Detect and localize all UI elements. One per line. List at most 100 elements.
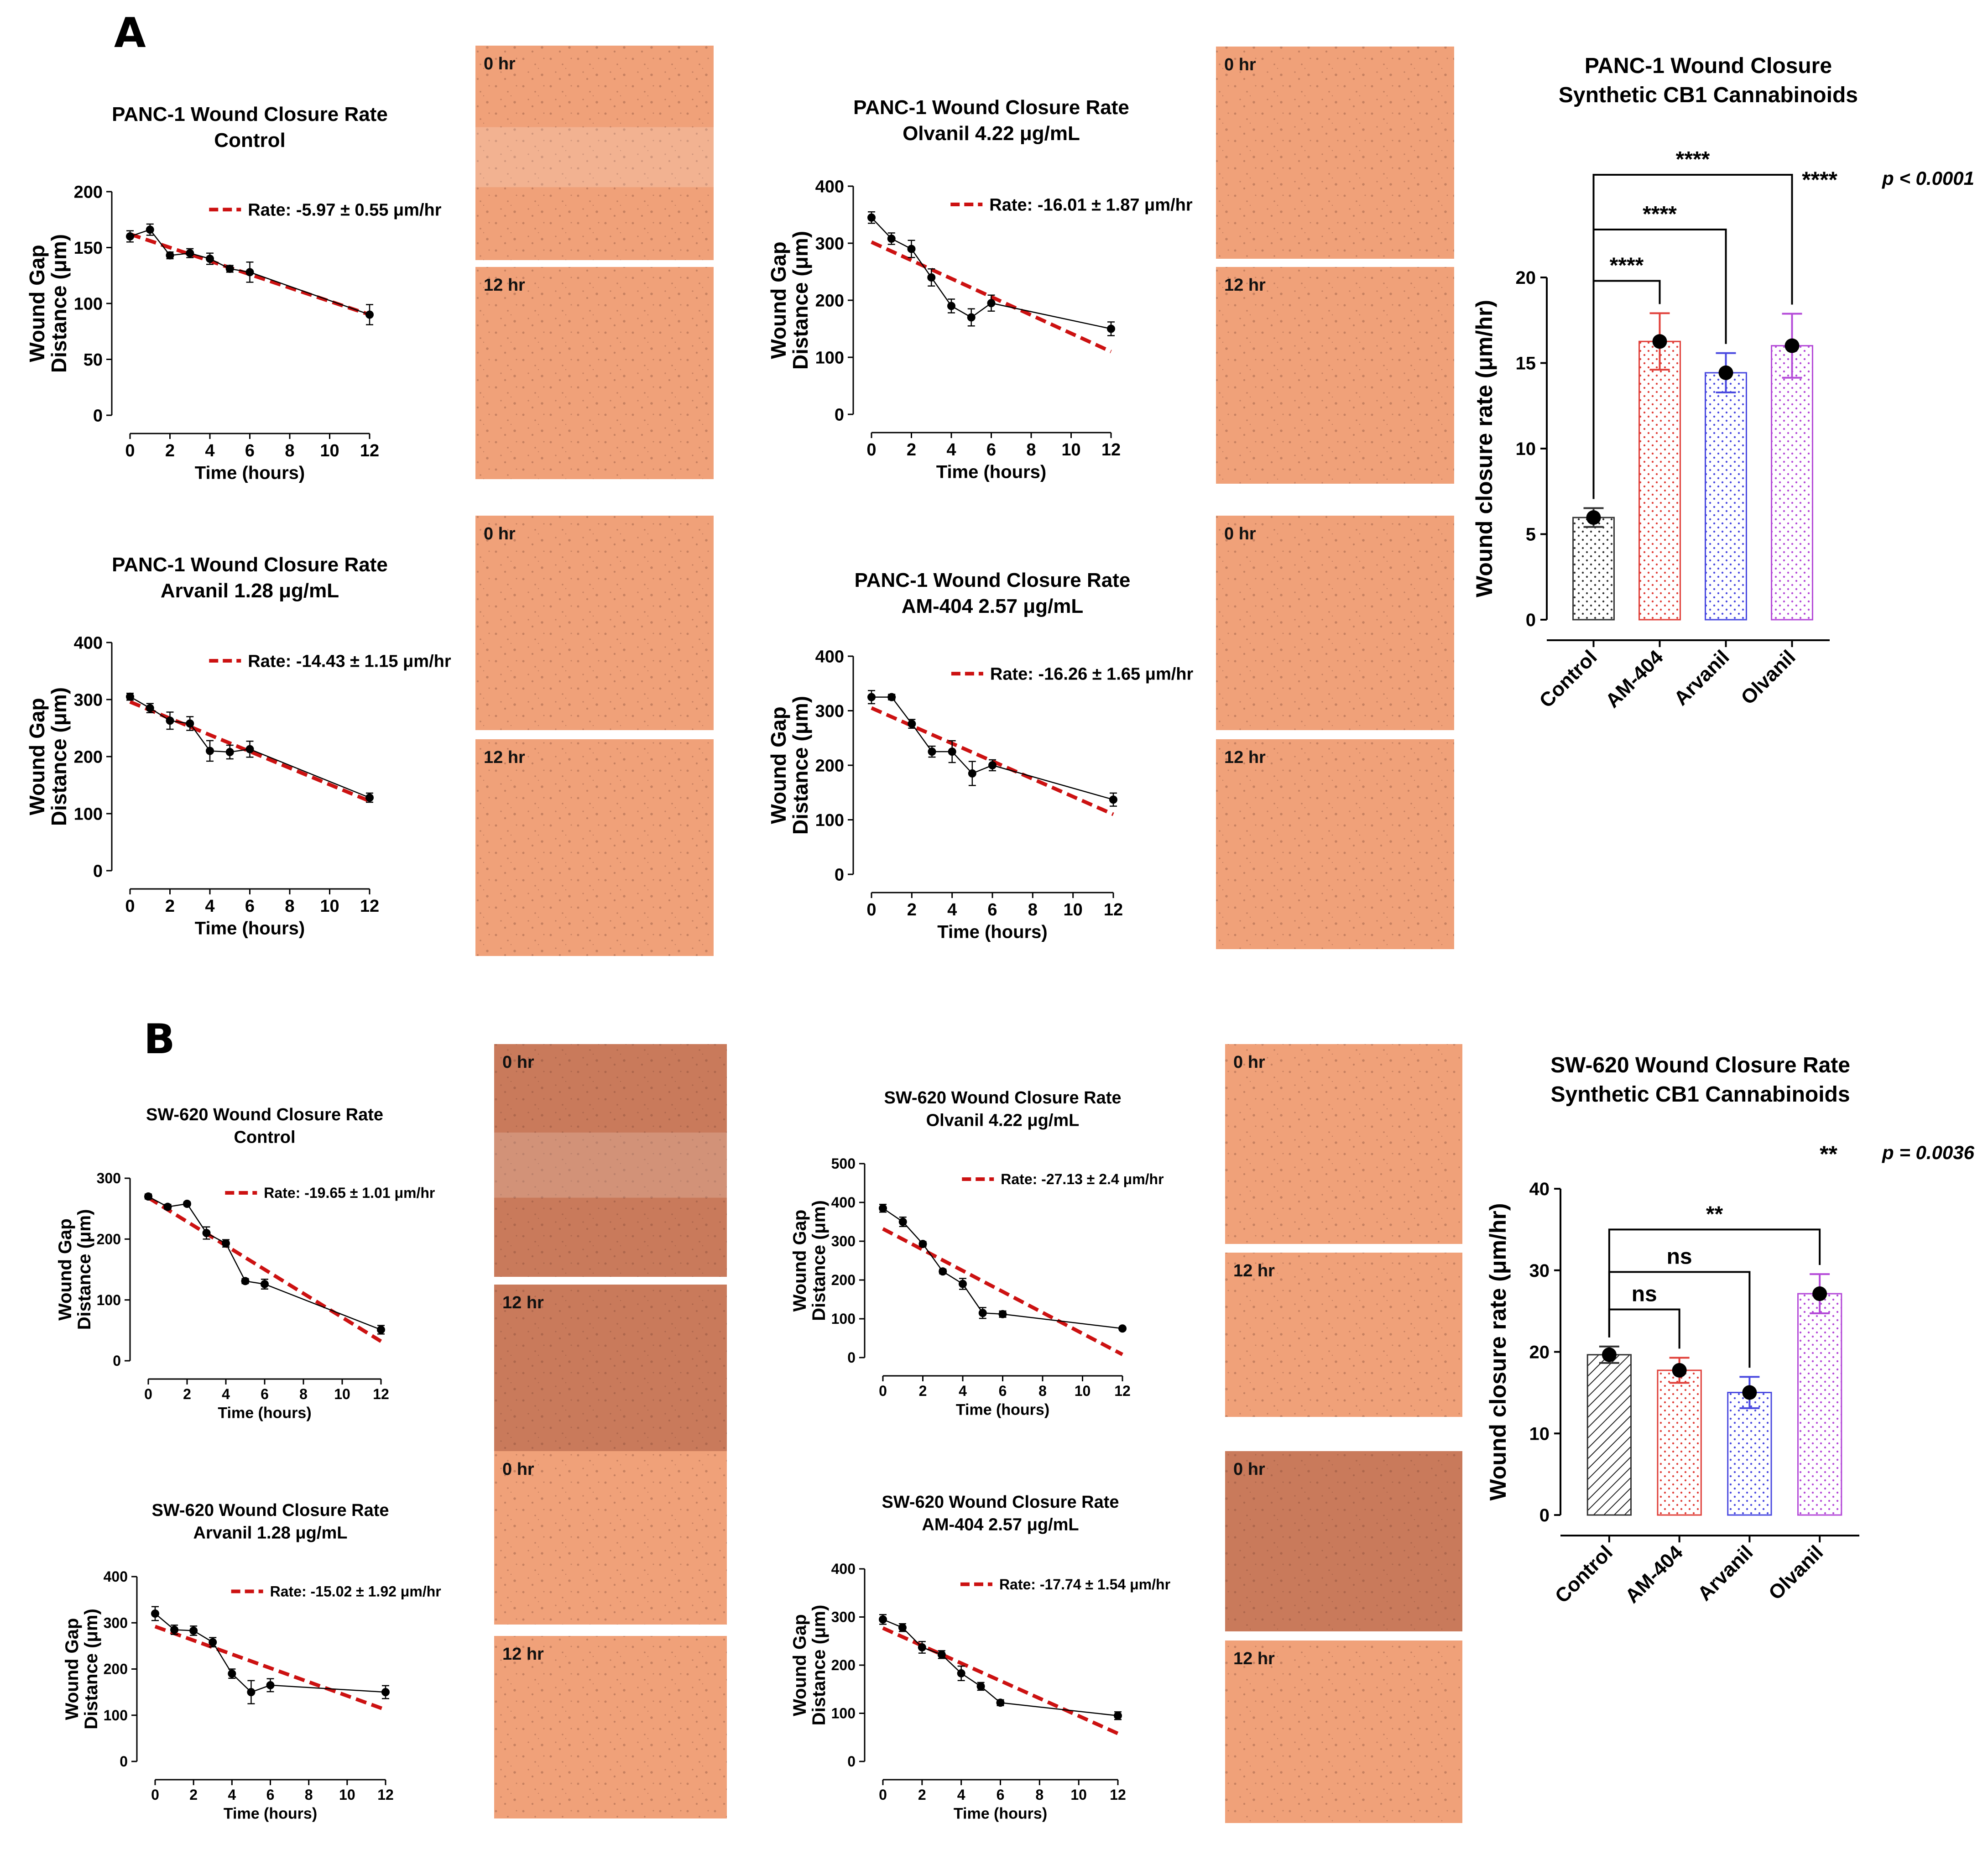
chart-subtitle: AM-404 2.57 μg/mL [922, 1515, 1079, 1534]
micrograph-texture [494, 1044, 727, 1277]
data-point [183, 1200, 191, 1208]
y-tick-label: 40 [1529, 1179, 1550, 1199]
micrograph-6: 12 hr [475, 739, 714, 956]
chart-title: SW-620 Wound Closure Rate [1550, 1053, 1850, 1077]
micrograph-3: 0 hr [1216, 47, 1454, 259]
x-axis-label: Time (hours) [937, 922, 1048, 942]
micrograph-texture [494, 1636, 727, 1818]
y-axis-label-line1: Wound Gap [62, 1618, 82, 1720]
micrograph-13: 0 hr [494, 1451, 727, 1625]
mean-point [1602, 1347, 1617, 1362]
y-tick-label: 300 [104, 1614, 128, 1631]
chart-panc-bar: PANC-1 Wound Closure Synthetic CB1 Cannab… [1471, 54, 1974, 712]
p-value-note: p < 0.0001 [1882, 167, 1974, 189]
x-tick-label: 2 [907, 440, 916, 460]
y-tick-label: 200 [815, 291, 844, 310]
micrograph-11: 0 hr [1225, 1044, 1462, 1244]
micrograph-texture [1225, 1044, 1462, 1244]
bar-am-404 [1657, 1369, 1702, 1516]
y-tick-label: 500 [831, 1155, 856, 1172]
data-point [959, 1280, 967, 1288]
chart-subtitle: Arvanil 1.28 μg/mL [193, 1523, 348, 1542]
micrograph-texture [494, 1451, 727, 1625]
chart-subtitle: Control [234, 1128, 295, 1147]
data-point [222, 1239, 230, 1248]
data-point [146, 704, 154, 712]
x-tick-label: 2 [907, 900, 917, 920]
x-tick-label: Olvanil [1764, 1541, 1827, 1604]
y-axis-label: Wound closure rate (μm/hr) [1471, 300, 1497, 597]
x-tick-label: 6 [997, 1787, 1005, 1803]
x-tick-label: 10 [334, 1386, 350, 1402]
x-tick-label: 0 [866, 900, 876, 920]
y-tick-label: 50 [83, 350, 103, 370]
x-tick-label: 10 [1070, 1787, 1087, 1803]
regression-line [154, 1625, 386, 1712]
x-tick-label: 2 [918, 1787, 926, 1803]
significance-bracket [1608, 1308, 1680, 1349]
data-point [987, 299, 996, 308]
y-tick-label: 400 [815, 647, 844, 666]
x-tick-label: Control [1551, 1541, 1617, 1607]
y-tick-label: 0 [1526, 610, 1536, 630]
x-tick-label: 2 [189, 1787, 198, 1803]
y-tick-label: 200 [97, 1231, 121, 1248]
y-tick-label: 100 [74, 805, 103, 824]
micrograph-7: 0 hr [1216, 516, 1454, 730]
x-tick-label: 10 [339, 1787, 355, 1803]
mean-point [1718, 365, 1733, 380]
chart-sw-control: SW-620 Wound Closure RateControl01002003… [55, 1105, 435, 1422]
x-tick-label: 8 [299, 1386, 308, 1402]
chart-title: PANC-1 Wound Closure Rate [112, 554, 388, 576]
legend-label: Rate: -19.65 ± 1.01 μm/hr [264, 1185, 435, 1201]
bar-olvanil [1771, 345, 1813, 621]
y-tick-label: 0 [93, 406, 103, 425]
data-point [867, 213, 876, 222]
x-tick-label: 2 [183, 1386, 191, 1402]
panel-label-a: A [114, 9, 146, 57]
y-tick-label: 300 [831, 1233, 856, 1249]
y-tick-label: 20 [1516, 268, 1536, 288]
micrograph-5: 0 hr [475, 516, 714, 730]
chart-sw-bar: SW-620 Wound Closure Rate Synthetic CB1 C… [1485, 1053, 1975, 1608]
micrograph-texture [1216, 516, 1454, 730]
micrograph-texture [1216, 267, 1454, 484]
legend-label: Rate: -16.26 ± 1.65 μm/hr [990, 665, 1194, 684]
x-tick-label: 12 [1114, 1383, 1131, 1399]
data-point [927, 273, 936, 282]
data-point [918, 1643, 926, 1651]
micrograph-time-label: 0 hr [484, 524, 516, 543]
chart-subtitle: Arvanil 1.28 μg/mL [161, 580, 339, 602]
y-tick-label: 300 [815, 234, 844, 253]
y-tick-label: 0 [120, 1753, 128, 1770]
x-tick-label: 0 [151, 1787, 159, 1803]
y-tick-label: 200 [74, 183, 103, 202]
x-tick-label: 8 [1035, 1787, 1044, 1803]
x-tick-label: 12 [373, 1386, 389, 1402]
legend-label: Rate: -15.02 ± 1.92 μm/hr [270, 1583, 441, 1600]
x-tick-label: 8 [285, 897, 294, 916]
data-point [908, 720, 916, 728]
bar-am-404 [1638, 340, 1681, 621]
wound-gap-band [494, 1132, 727, 1198]
significance-label: ns [1632, 1282, 1657, 1306]
y-tick-label: 30 [1529, 1261, 1550, 1281]
y-tick-label: 0 [1539, 1505, 1550, 1526]
chart-subtitle: AM-404 2.57 μg/mL [902, 595, 1084, 617]
x-tick-label: 8 [1026, 440, 1036, 460]
significance-label: **** [1676, 147, 1710, 172]
data-point [225, 265, 234, 273]
data-point [189, 1626, 198, 1635]
significance-label: **** [1643, 202, 1677, 226]
data-series-line [871, 217, 1111, 329]
data-point [377, 1326, 385, 1334]
micrograph-texture [1225, 1641, 1462, 1823]
data-point [988, 761, 997, 769]
x-tick-label: 0 [866, 440, 876, 460]
x-tick-label: 0 [879, 1383, 887, 1399]
chart-title: SW-620 Wound Closure Rate [151, 1501, 389, 1520]
y-axis-label-line1: Wound Gap [790, 1614, 810, 1716]
data-point [126, 692, 134, 701]
micrograph-1: 0 hr [475, 46, 714, 260]
data-point [898, 1623, 907, 1632]
